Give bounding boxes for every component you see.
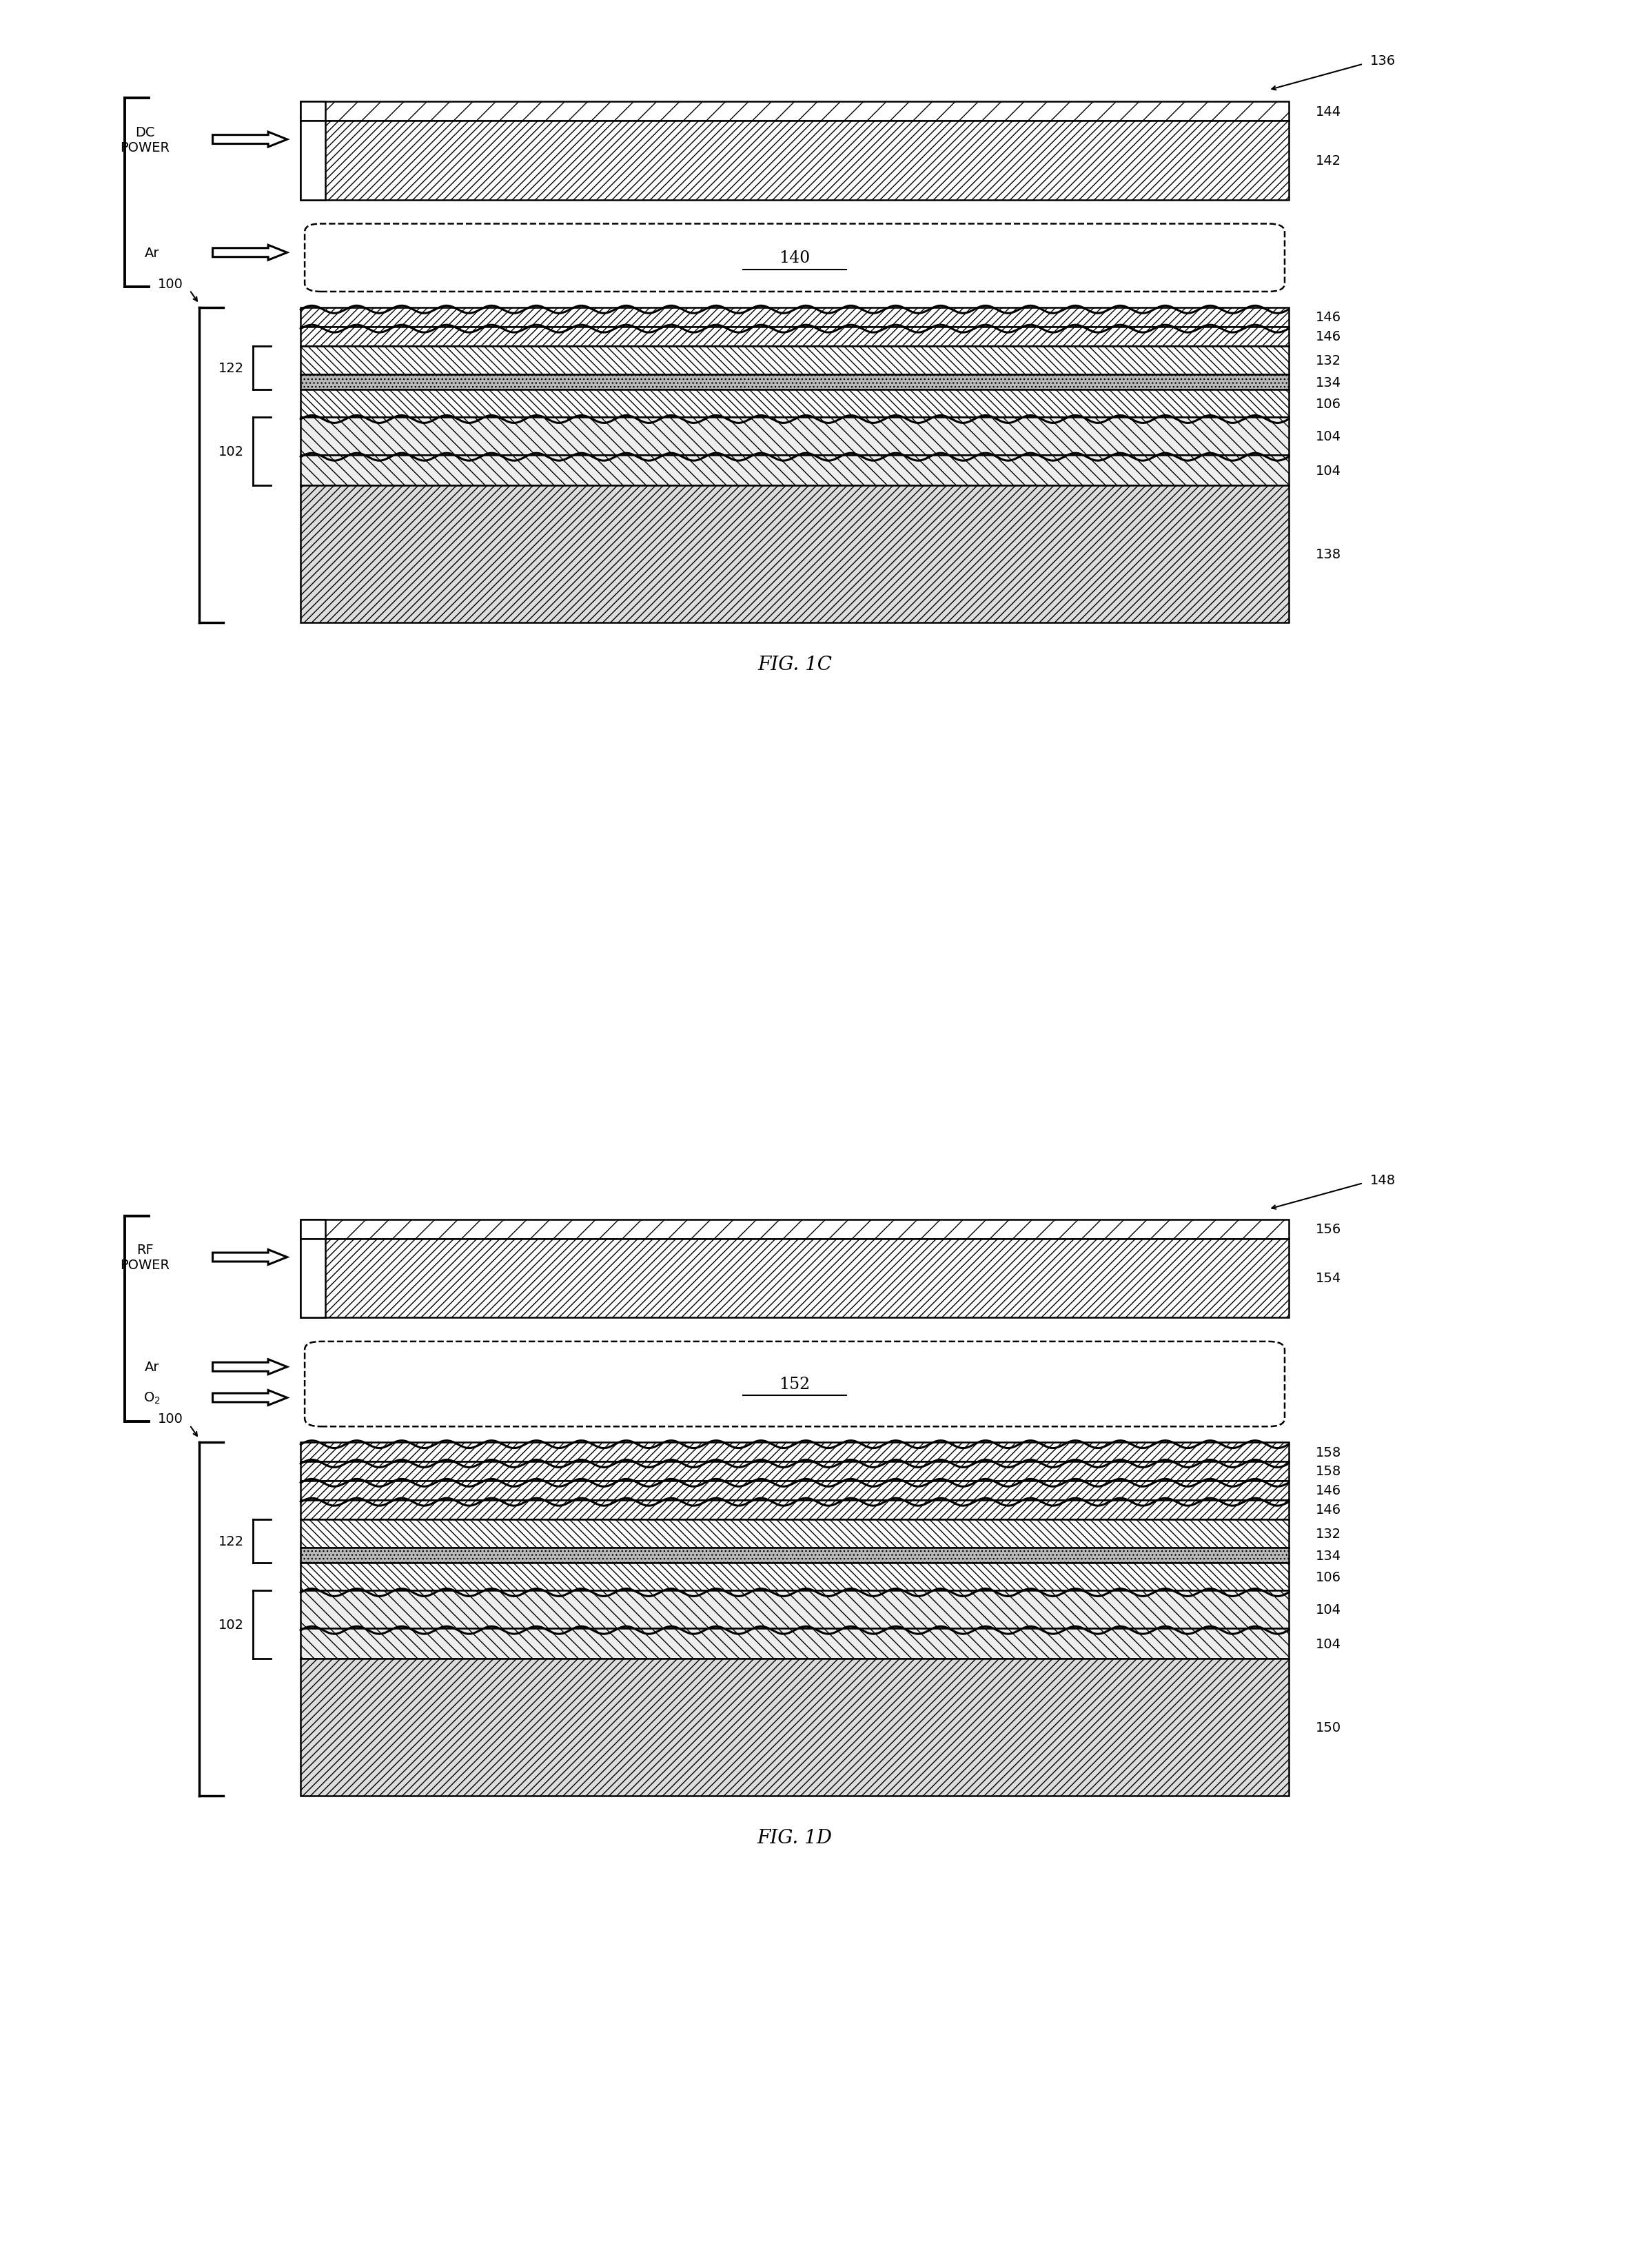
- Text: FIG. 1D: FIG. 1D: [756, 1828, 833, 1846]
- Text: O$_2$: O$_2$: [143, 1390, 160, 1406]
- Text: Ar: Ar: [145, 1361, 160, 1374]
- Text: 106: 106: [1315, 1569, 1341, 1583]
- Bar: [300, 1660, 1289, 1796]
- FancyArrow shape: [212, 1390, 287, 1406]
- Text: Ar: Ar: [145, 247, 160, 259]
- Text: 100: 100: [158, 277, 183, 290]
- Bar: [300, 308, 1289, 327]
- Bar: [300, 456, 1289, 485]
- FancyArrow shape: [212, 132, 287, 147]
- Text: 134: 134: [1315, 376, 1341, 390]
- Text: 104: 104: [1315, 465, 1341, 476]
- Text: 154: 154: [1315, 1272, 1341, 1286]
- Text: 134: 134: [1315, 1549, 1341, 1563]
- Bar: [300, 485, 1289, 624]
- FancyBboxPatch shape: [305, 225, 1284, 293]
- Text: 142: 142: [1315, 154, 1341, 168]
- Text: 148: 148: [1369, 1173, 1395, 1186]
- Text: 158: 158: [1315, 1465, 1341, 1479]
- Bar: [300, 122, 1289, 200]
- Text: 100: 100: [158, 1413, 183, 1424]
- Text: 132: 132: [1315, 354, 1341, 367]
- Text: 104: 104: [1315, 1603, 1341, 1617]
- Polygon shape: [300, 1238, 324, 1318]
- Bar: [300, 1590, 1289, 1628]
- Text: 146: 146: [1315, 1483, 1341, 1497]
- Bar: [300, 390, 1289, 417]
- Bar: [300, 1520, 1289, 1549]
- Text: DC
POWER: DC POWER: [121, 125, 170, 154]
- Text: 102: 102: [218, 1619, 244, 1631]
- Text: 132: 132: [1315, 1526, 1341, 1540]
- Text: 146: 146: [1315, 311, 1341, 324]
- Text: 122: 122: [218, 361, 244, 374]
- Bar: [300, 102, 1289, 122]
- Text: FIG. 1C: FIG. 1C: [758, 655, 831, 674]
- FancyArrow shape: [212, 1250, 287, 1266]
- Polygon shape: [300, 102, 324, 122]
- Bar: [300, 1563, 1289, 1590]
- Text: 150: 150: [1315, 1721, 1341, 1735]
- Text: 102: 102: [218, 445, 244, 458]
- Text: 106: 106: [1315, 397, 1341, 411]
- Text: RF
POWER: RF POWER: [121, 1243, 170, 1272]
- Text: 136: 136: [1369, 54, 1395, 68]
- FancyArrow shape: [212, 245, 287, 261]
- Bar: [300, 347, 1289, 374]
- Bar: [300, 1549, 1289, 1563]
- Text: 158: 158: [1315, 1445, 1341, 1458]
- Text: 144: 144: [1315, 104, 1341, 118]
- Text: 146: 146: [1315, 1504, 1341, 1517]
- Polygon shape: [300, 122, 324, 200]
- Bar: [300, 1220, 1289, 1238]
- FancyBboxPatch shape: [305, 1343, 1284, 1427]
- Bar: [300, 1628, 1289, 1660]
- FancyArrow shape: [212, 1359, 287, 1374]
- Bar: [300, 327, 1289, 347]
- Polygon shape: [300, 1220, 324, 1238]
- Bar: [300, 417, 1289, 456]
- Bar: [300, 1461, 1289, 1481]
- Text: 104: 104: [1315, 1637, 1341, 1651]
- Text: 138: 138: [1315, 549, 1341, 560]
- Text: 122: 122: [218, 1535, 244, 1547]
- Text: 156: 156: [1315, 1222, 1341, 1236]
- Bar: [300, 1499, 1289, 1520]
- Bar: [300, 1481, 1289, 1499]
- Bar: [300, 374, 1289, 390]
- Bar: [300, 1442, 1289, 1461]
- Bar: [300, 1238, 1289, 1318]
- Text: 146: 146: [1315, 331, 1341, 342]
- Text: 152: 152: [779, 1377, 810, 1393]
- Text: 104: 104: [1315, 431, 1341, 442]
- Text: 140: 140: [779, 249, 810, 265]
